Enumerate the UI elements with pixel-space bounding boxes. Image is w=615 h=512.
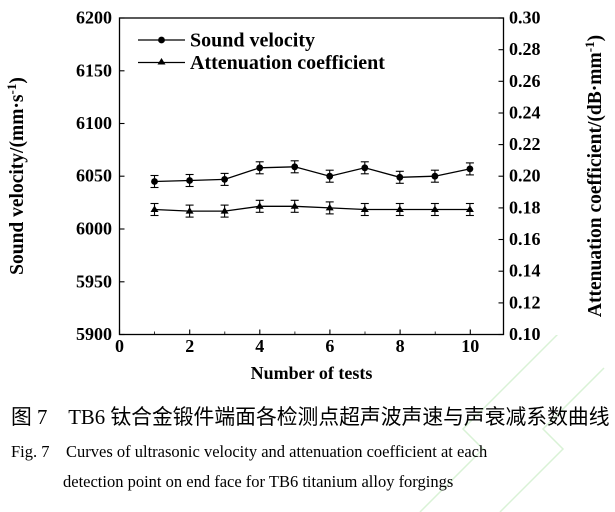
svg-text:Sound velocity: Sound velocity <box>190 30 315 52</box>
svg-text:6000: 6000 <box>76 219 112 239</box>
svg-text:0.24: 0.24 <box>509 103 541 123</box>
svg-text:detection point on end face fo: detection point on end face for TB6 tita… <box>63 472 453 491</box>
svg-text:Attenuation coefficient: Attenuation coefficient <box>190 52 385 74</box>
svg-text:Attenuation coefficient/(dB·mm: Attenuation coefficient/(dB·mm-1) <box>582 35 607 317</box>
svg-text:5950: 5950 <box>76 271 112 291</box>
svg-text:图 7 TB6 钛合金锻件端面各检测点超声波声速与声衰减系数: 图 7 TB6 钛合金锻件端面各检测点超声波声速与声衰减系数曲线 <box>11 406 610 429</box>
svg-text:4: 4 <box>255 336 264 356</box>
svg-text:Fig. 7 Curves of ultrasonic ve: Fig. 7 Curves of ultrasonic velocity and… <box>11 442 488 461</box>
svg-text:10: 10 <box>461 336 479 356</box>
svg-text:0.16: 0.16 <box>509 229 541 249</box>
svg-text:6: 6 <box>325 336 334 356</box>
svg-text:0.26: 0.26 <box>509 71 541 91</box>
svg-text:0.20: 0.20 <box>509 166 541 186</box>
svg-text:6150: 6150 <box>76 60 112 80</box>
svg-text:5900: 5900 <box>76 324 112 344</box>
svg-text:0.14: 0.14 <box>509 261 541 281</box>
svg-text:0: 0 <box>115 336 124 356</box>
svg-text:8: 8 <box>396 336 405 356</box>
svg-text:0.10: 0.10 <box>509 324 541 344</box>
svg-text:0.30: 0.30 <box>509 8 541 28</box>
svg-text:Sound velocity/(mm·s-1): Sound velocity/(mm·s-1) <box>4 77 29 275</box>
svg-text:2: 2 <box>185 336 194 356</box>
svg-text:0.28: 0.28 <box>509 39 541 59</box>
svg-text:0.12: 0.12 <box>509 292 541 312</box>
svg-text:0.22: 0.22 <box>509 134 541 154</box>
svg-text:6100: 6100 <box>76 113 112 133</box>
svg-text:0.18: 0.18 <box>509 197 541 217</box>
svg-text:6200: 6200 <box>76 8 112 28</box>
svg-text:6050: 6050 <box>76 166 112 186</box>
svg-text:Number of tests: Number of tests <box>251 363 373 383</box>
